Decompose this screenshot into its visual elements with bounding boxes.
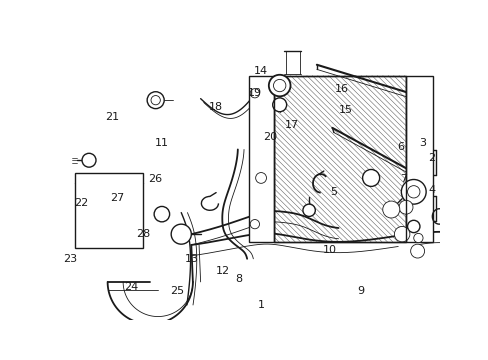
Circle shape: [407, 220, 419, 233]
Circle shape: [273, 80, 285, 92]
Bar: [249, 76, 274, 242]
Text: 27: 27: [110, 193, 124, 203]
Circle shape: [268, 75, 290, 96]
Circle shape: [147, 92, 164, 109]
Text: 17: 17: [284, 120, 298, 130]
Bar: [274, 76, 405, 242]
Text: 9: 9: [356, 286, 364, 296]
Circle shape: [407, 186, 419, 198]
Text: 28: 28: [136, 229, 151, 239]
Circle shape: [82, 153, 96, 167]
Text: 25: 25: [170, 286, 184, 296]
Text: 6: 6: [396, 142, 403, 152]
Circle shape: [413, 233, 422, 243]
Text: 15: 15: [338, 105, 352, 115]
Text: 10: 10: [323, 245, 337, 255]
Circle shape: [171, 224, 191, 244]
Circle shape: [382, 201, 399, 218]
Text: 8: 8: [234, 274, 242, 284]
Text: 13: 13: [184, 255, 199, 264]
Circle shape: [401, 180, 425, 204]
Circle shape: [393, 226, 409, 242]
Circle shape: [410, 244, 424, 258]
Circle shape: [154, 206, 169, 222]
Text: 4: 4: [427, 185, 434, 195]
Text: 7: 7: [400, 174, 407, 184]
Circle shape: [250, 220, 259, 229]
Text: 1: 1: [257, 300, 264, 310]
Text: 16: 16: [334, 84, 348, 94]
Text: 19: 19: [247, 88, 261, 98]
Circle shape: [302, 204, 315, 216]
Bar: [75, 172, 143, 248]
Circle shape: [398, 200, 412, 214]
Text: 3: 3: [419, 138, 426, 148]
Text: 5: 5: [330, 186, 337, 197]
Text: 12: 12: [216, 266, 230, 275]
Bar: [405, 76, 432, 242]
Text: 14: 14: [253, 66, 267, 76]
Text: 24: 24: [123, 282, 138, 292]
Text: 2: 2: [427, 153, 434, 163]
Circle shape: [151, 95, 160, 105]
Text: 23: 23: [62, 255, 77, 264]
Text: 11: 11: [154, 138, 168, 148]
Text: 20: 20: [263, 132, 277, 143]
Circle shape: [255, 172, 266, 183]
Text: 21: 21: [105, 112, 120, 122]
Text: 22: 22: [74, 198, 88, 208]
Circle shape: [250, 89, 259, 98]
Circle shape: [272, 98, 286, 112]
Text: 26: 26: [148, 174, 162, 184]
Text: 18: 18: [208, 102, 223, 112]
Circle shape: [362, 170, 379, 186]
Bar: [274, 76, 405, 242]
